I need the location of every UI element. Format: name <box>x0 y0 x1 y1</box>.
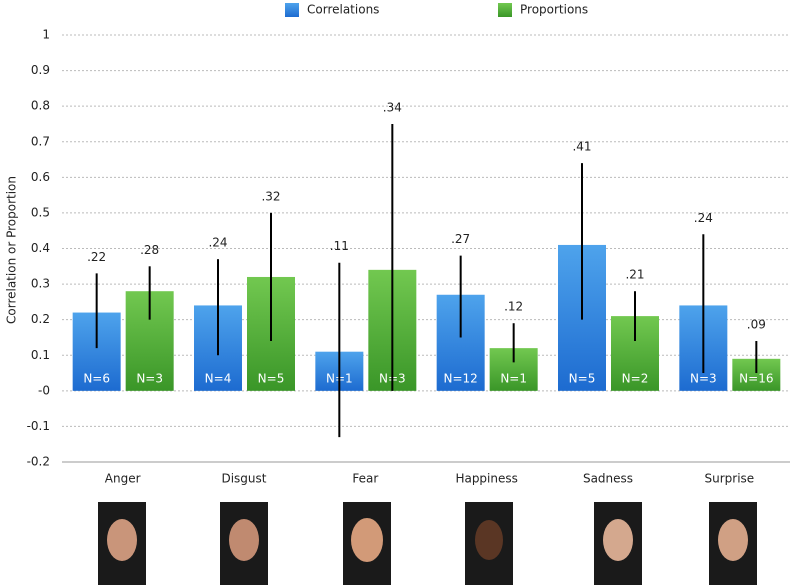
value-label: .41 <box>572 140 591 154</box>
value-label: .32 <box>261 189 280 203</box>
value-label: .34 <box>383 100 402 114</box>
y-tick-label: 0.5 <box>31 205 50 219</box>
legend-label: Proportions <box>520 3 588 17</box>
y-tick-label: 0.6 <box>31 170 50 184</box>
y-tick-label: -0.1 <box>27 419 50 433</box>
y-tick-label: 1 <box>42 28 50 42</box>
n-label: N=5 <box>258 371 285 385</box>
value-label: .22 <box>87 250 106 264</box>
value-label: .11 <box>330 239 349 253</box>
value-label: .09 <box>747 318 766 332</box>
x-tick-label: Fear <box>352 472 378 486</box>
face-photos <box>98 502 757 585</box>
n-label: N=12 <box>444 371 478 385</box>
value-label: .12 <box>504 300 523 314</box>
n-label: N=3 <box>690 371 717 385</box>
n-label: N=1 <box>500 371 527 385</box>
n-label: N=6 <box>83 371 110 385</box>
y-tick-label: 0.7 <box>31 134 50 148</box>
value-label: .28 <box>140 243 159 257</box>
n-label: N=16 <box>739 371 773 385</box>
value-label: .24 <box>694 211 713 225</box>
x-tick-label: Anger <box>105 472 141 486</box>
legend-swatch <box>498 3 512 17</box>
value-label: .21 <box>625 268 644 282</box>
n-label: N=5 <box>569 371 596 385</box>
x-tick-label: Happiness <box>455 472 517 486</box>
y-tick-label: -0 <box>38 383 50 397</box>
y-tick-label: 0.1 <box>31 348 50 362</box>
x-tick-label: Disgust <box>221 472 266 486</box>
legend-label: Correlations <box>307 3 379 17</box>
y-tick-label: 0.3 <box>31 277 50 291</box>
y-tick-label: 0.4 <box>31 241 50 255</box>
y-tick-label: -0.2 <box>27 455 50 469</box>
n-label: N=2 <box>622 371 649 385</box>
n-label: N=3 <box>136 371 163 385</box>
value-label: .27 <box>451 232 470 246</box>
n-label: N=4 <box>205 371 232 385</box>
y-tick-label: 0.2 <box>31 312 50 326</box>
value-label: .24 <box>208 236 227 250</box>
legend-swatch <box>285 3 299 17</box>
y-axis-label: Correlation or Proportion <box>5 176 19 324</box>
x-tick-label: Sadness <box>583 472 633 486</box>
x-tick-label: Surprise <box>704 472 754 486</box>
y-tick-label: 0.9 <box>31 63 50 77</box>
y-tick-label: 0.8 <box>31 99 50 113</box>
